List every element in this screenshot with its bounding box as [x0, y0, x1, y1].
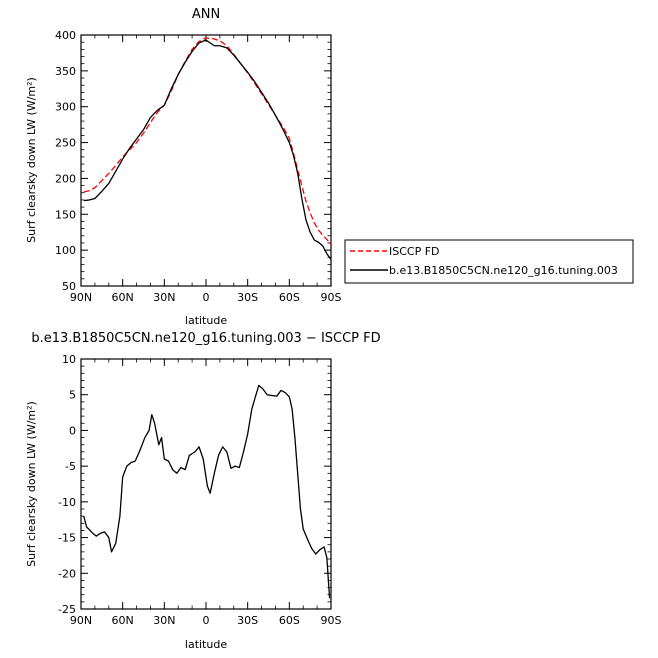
bottom-x-tick-label: 90S — [321, 614, 342, 627]
top-x-tick-label: 90N — [70, 291, 92, 304]
bottom-y-tick-label: -25 — [58, 603, 76, 616]
top-y-tick-label: 200 — [55, 172, 76, 185]
bottom-y-tick-label: -20 — [58, 567, 76, 580]
top-chart-title: ANN — [192, 7, 220, 22]
bottom-chart-ylabel: Surf clearsky down LW (W/m²) — [25, 401, 38, 567]
top-x-tick-label: 30S — [237, 291, 258, 304]
bottom-y-tick-label: -15 — [58, 532, 76, 545]
top-x-tick-label: 0 — [203, 291, 210, 304]
top-y-tick-label: 250 — [55, 137, 76, 150]
bottom-plot-frame — [80, 358, 332, 610]
top-plot-frame — [80, 34, 332, 287]
bottom-y-tick-label: 5 — [69, 389, 76, 402]
top-x-tick-label: 30N — [153, 291, 175, 304]
top-y-tick-label: 50 — [62, 280, 76, 293]
top-isccp-series-line — [83, 37, 332, 245]
bottom-y-tick-label: -5 — [65, 460, 76, 473]
top-y-tick-label: 150 — [55, 208, 76, 221]
legend-label-model: b.e13.B1850C5CN.ne120_g16.tuning.003 — [389, 264, 618, 277]
bottom-x-tick-label: 90N — [70, 614, 92, 627]
top-x-tick-label: 60S — [279, 291, 300, 304]
bottom-y-tick-label: 0 — [69, 424, 76, 437]
bottom-difference-series-line — [83, 384, 331, 599]
top-x-tick-label: 60N — [112, 291, 134, 304]
top-y-tick-label: 300 — [55, 101, 76, 114]
bottom-x-tick-label: 30N — [153, 614, 175, 627]
bottom-x-tick-label: 30S — [237, 614, 258, 627]
top-chart-xlabel: latitude — [185, 314, 227, 327]
bottom-x-tick-label: 60S — [279, 614, 300, 627]
bottom-y-tick-label: -10 — [58, 496, 76, 509]
bottom-x-tick-label: 0 — [203, 614, 210, 627]
top-y-tick-label: 400 — [55, 29, 76, 42]
bottom-y-tick-label: 10 — [62, 353, 76, 366]
legend-label-isccp: ISCCP FD — [389, 245, 440, 258]
legend: ISCCP FD b.e13.B1850C5CN.ne120_g16.tunin… — [344, 239, 634, 284]
top-y-tick-label: 100 — [55, 244, 76, 257]
top-y-tick-label: 350 — [55, 65, 76, 78]
bottom-chart-xlabel: latitude — [185, 638, 227, 651]
legend-box — [344, 239, 634, 284]
bottom-x-tick-label: 60N — [112, 614, 134, 627]
top-x-tick-label: 90S — [321, 291, 342, 304]
bottom-plot: -25 -20 -15 -10 -5 0 5 10 90N 60N 30N 0 30S 60S 90S — [58, 353, 341, 627]
top-chart-ylabel: Surf clearsky down LW (W/m²) — [25, 77, 38, 243]
bottom-chart-title: b.e13.B1850C5CN.ne120_g16.tuning.003 − I… — [31, 331, 380, 346]
top-model-series-line — [83, 39, 332, 260]
top-plot: 50 100 150 200 250 300 350 400 90N 60N 30N 0 30S 60S 9… — [55, 29, 342, 304]
